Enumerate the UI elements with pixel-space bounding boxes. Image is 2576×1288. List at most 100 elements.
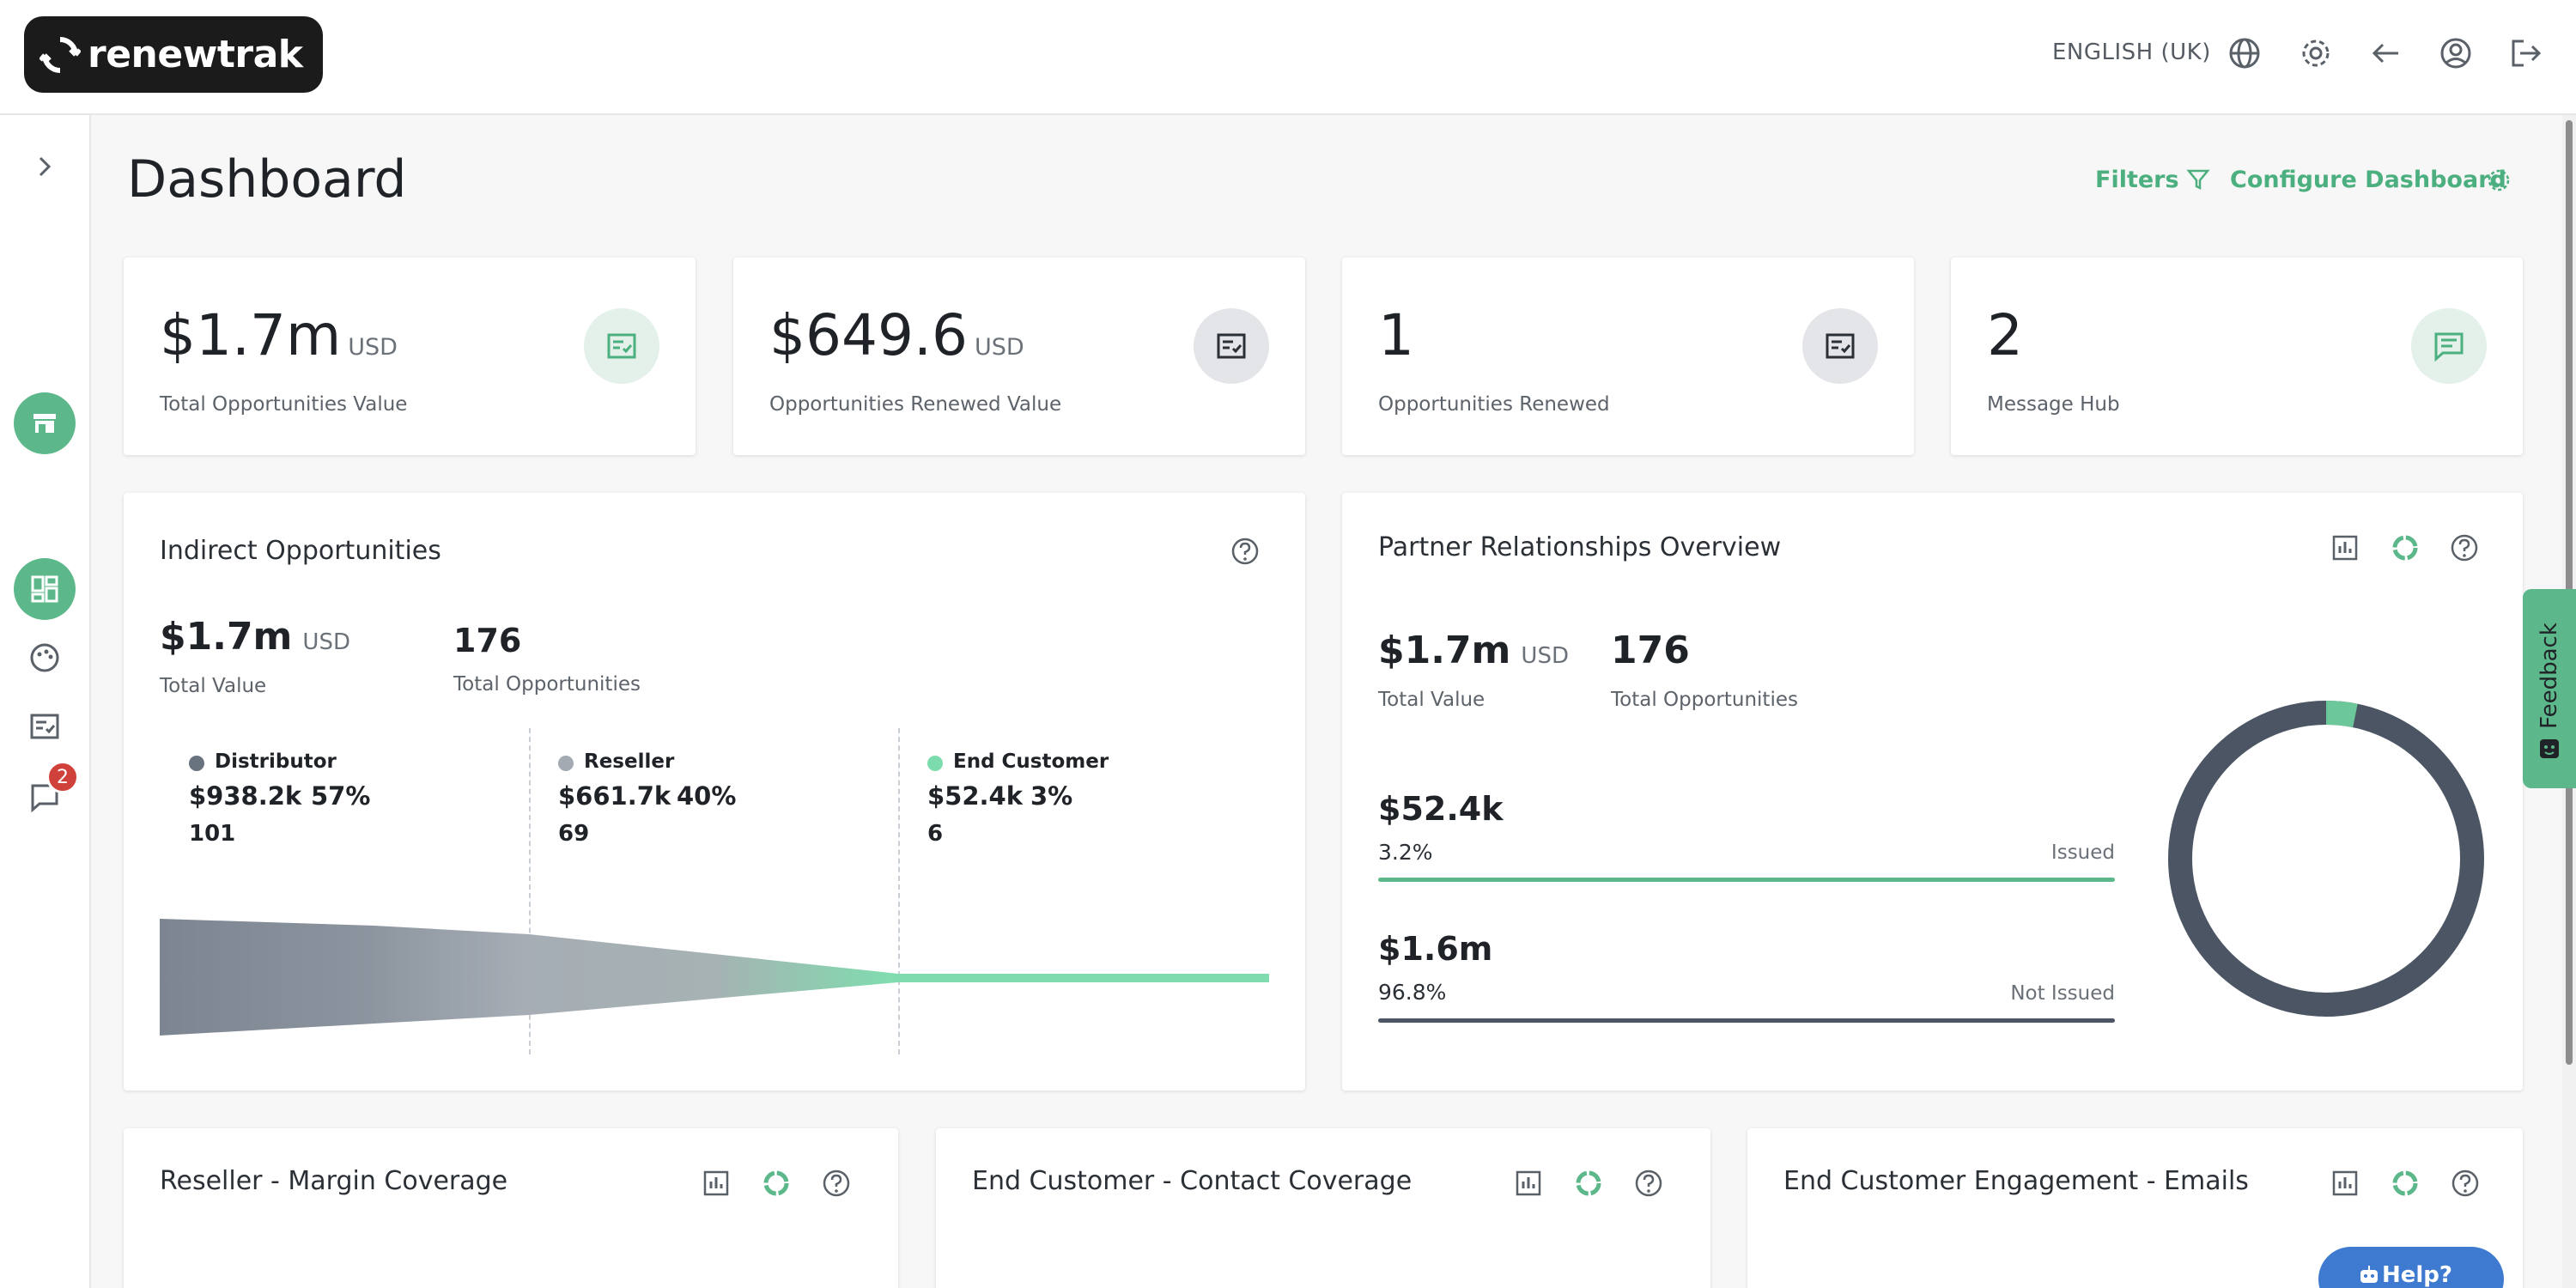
back-arrow-icon[interactable] <box>2367 34 2405 72</box>
logout-icon[interactable] <box>2506 34 2544 72</box>
not-issued-bar <box>1378 1018 2115 1023</box>
segment-name: End Customer <box>953 750 1109 773</box>
segment-divider <box>529 728 531 1054</box>
segment-name: Reseller <box>584 750 675 773</box>
kpi-label: Total Opportunities Value <box>160 393 408 416</box>
kpi-value: $1.7m <box>160 302 342 368</box>
total-value-unit: USD <box>1521 643 1569 669</box>
kpi-card-opportunities-renewed-value: $649.6 USD Opportunities Renewed Value <box>733 258 1305 455</box>
end-customer-dot <box>927 756 943 771</box>
checklist-icon <box>584 308 659 384</box>
card-title: End Customer - Contact Coverage <box>972 1166 1413 1196</box>
filters-button[interactable]: Filters <box>2095 167 2179 193</box>
palette-icon[interactable] <box>27 641 62 675</box>
segment-value: $52.4k <box>927 781 1024 811</box>
kpi-value: $649.6 <box>769 302 968 368</box>
robot-icon[interactable] <box>2356 1262 2382 1288</box>
issued-slice <box>2168 701 2484 1017</box>
help-circle-icon[interactable] <box>821 1168 852 1199</box>
bar-chart-icon[interactable] <box>701 1168 732 1199</box>
not-issued-label: Not Issued <box>2010 982 2115 1005</box>
total-opportunities: 176 <box>1611 629 1690 672</box>
kpi-card-opportunities-renewed: 1 Opportunities Renewed <box>1342 258 1914 455</box>
help-button[interactable]: Help? <box>2318 1247 2504 1288</box>
kpi-unit: USD <box>348 334 398 361</box>
kpi-label: Message Hub <box>1987 393 2120 416</box>
kpi-value: 2 <box>1987 302 2023 368</box>
partner-donut-chart <box>2168 701 2484 1017</box>
not-issued-percent: 96.8% <box>1378 980 1447 1005</box>
bar-chart-icon[interactable] <box>2330 532 2360 563</box>
total-value: $1.7m <box>1378 629 1511 672</box>
segment-percent: 57% <box>311 781 371 811</box>
kpi-card-total-opportunities-value: $1.7m USD Total Opportunities Value <box>124 258 696 455</box>
segment-value: $938.2k <box>189 781 302 811</box>
bar-chart-icon[interactable] <box>2330 1168 2360 1199</box>
card-title: Indirect Opportunities <box>160 536 441 566</box>
checklist-icon <box>1802 308 1878 384</box>
feedback-icon[interactable] <box>2537 737 2561 761</box>
help-circle-icon[interactable] <box>2450 1168 2481 1199</box>
chat-badge: 2 <box>46 761 79 793</box>
segment-percent: 3% <box>1030 781 1073 811</box>
end-customer-contact-coverage-card: End Customer - Contact Coverage <box>936 1128 1710 1288</box>
not-issued-slice <box>2168 701 2484 1017</box>
help-circle-icon[interactable] <box>2449 532 2480 563</box>
storefront-icon[interactable] <box>14 392 76 454</box>
kpi-card-message-hub[interactable]: 2 Message Hub <box>1951 258 2523 455</box>
gear-icon[interactable] <box>2485 167 2512 194</box>
segment-count: 101 <box>189 821 236 847</box>
total-value-label: Total Value <box>160 675 267 697</box>
total-opportunities-label: Total Opportunities <box>1611 689 1798 711</box>
segment-name: Distributor <box>215 750 337 773</box>
card-title: Partner Relationships Overview <box>1378 532 1782 562</box>
filter-icon[interactable] <box>2185 167 2211 192</box>
partner-relationships-card: Partner Relationships Overview $1.7m USD … <box>1342 493 2523 1091</box>
gear-icon[interactable] <box>2297 34 2335 72</box>
segment-count: 6 <box>927 821 944 847</box>
message-icon <box>2411 308 2487 384</box>
donut-chart-icon[interactable] <box>2390 532 2421 563</box>
donut-chart-icon[interactable] <box>761 1168 792 1199</box>
kpi-unit: USD <box>974 334 1024 361</box>
help-circle-icon[interactable] <box>1230 536 1261 567</box>
card-title: End Customer Engagement - Emails <box>1783 1166 2249 1196</box>
issued-label: Issued <box>2050 841 2115 864</box>
kpi-label: Opportunities Renewed Value <box>769 393 1062 416</box>
kpi-value: 1 <box>1378 302 1414 368</box>
funnel-chart <box>160 919 1269 1036</box>
segment-value: $661.7k <box>558 781 671 811</box>
donut-chart-icon[interactable] <box>1573 1168 1604 1199</box>
total-opportunities-label: Total Opportunities <box>453 673 641 696</box>
segment-count: 69 <box>558 821 590 847</box>
renewtrak-logo[interactable]: renewtrak <box>24 16 323 93</box>
top-bar: renewtrak ENGLISH (UK) <box>0 0 2576 115</box>
globe-icon[interactable] <box>2226 34 2263 72</box>
kpi-label: Opportunities Renewed <box>1378 393 1610 416</box>
logo-mark-icon <box>39 36 81 73</box>
language-selector[interactable]: ENGLISH (UK) <box>2052 39 2211 65</box>
help-circle-icon[interactable] <box>1633 1168 1664 1199</box>
indirect-opportunities-card: Indirect Opportunities $1.7m USD Total Va… <box>124 493 1305 1091</box>
distributor-dot <box>189 756 204 771</box>
sidebar <box>0 115 91 1288</box>
total-value-label: Total Value <box>1378 689 1485 711</box>
user-circle-icon[interactable] <box>2437 34 2475 72</box>
checklist-icon[interactable] <box>27 709 62 744</box>
issued-percent: 3.2% <box>1378 840 1433 865</box>
dashboard-icon[interactable] <box>14 558 76 620</box>
segment-divider <box>898 728 900 1054</box>
bar-chart-icon[interactable] <box>1513 1168 1544 1199</box>
donut-chart-icon[interactable] <box>2390 1168 2421 1199</box>
issued-bar <box>1378 878 2115 882</box>
feedback-label[interactable]: Feedback <box>2537 623 2563 729</box>
total-value: $1.7m <box>160 615 293 659</box>
chevron-right-icon[interactable] <box>27 149 62 184</box>
checklist-icon <box>1194 308 1269 384</box>
total-opportunities: 176 <box>453 622 522 659</box>
card-title: Reseller - Margin Coverage <box>160 1166 508 1196</box>
configure-dashboard-button[interactable]: Configure Dashboard <box>2230 167 2506 193</box>
segment-percent: 40% <box>677 781 737 811</box>
help-label[interactable]: Help? <box>2382 1262 2452 1288</box>
brand-name: renewtrak <box>88 33 303 76</box>
